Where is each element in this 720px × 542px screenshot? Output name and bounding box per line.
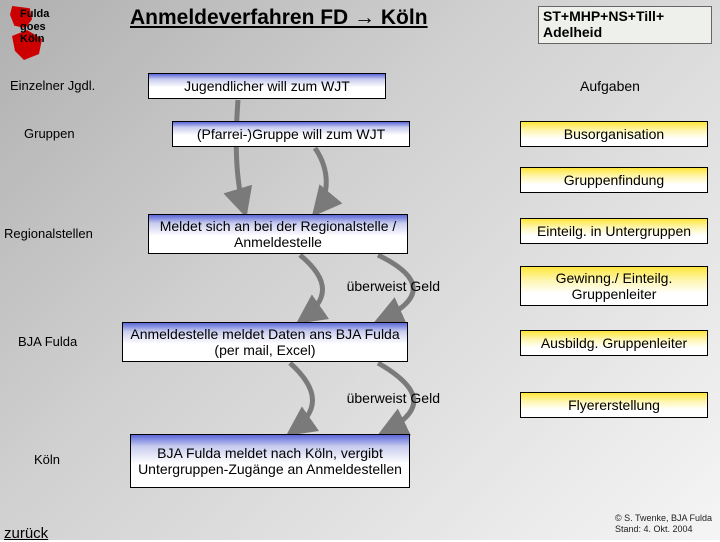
- box-jugendlicher: Jugendlicher will zum WJT: [148, 73, 386, 99]
- tag-line1: ST+MHP+NS+Till+: [543, 8, 707, 24]
- gbox-ausbildg: Ausbildg. Gruppenleiter: [520, 330, 708, 356]
- label-koeln: Köln: [34, 452, 60, 467]
- label-ueberweist-1: überweist Geld: [330, 278, 440, 294]
- logo: Fulda goes Köln: [8, 4, 88, 69]
- logo-line1: Fulda: [20, 8, 49, 21]
- logo-line3: Köln: [20, 33, 49, 46]
- footer-credit: © S. Twenke, BJA Fulda Stand: 4. Okt. 20…: [615, 513, 712, 534]
- box-bja-koeln: BJA Fulda meldet nach Köln, vergibt Unte…: [130, 434, 410, 488]
- title-tag: ST+MHP+NS+Till+ Adelheid: [538, 6, 712, 44]
- label-aufgaben: Aufgaben: [580, 78, 640, 94]
- gbox-gewinng: Gewinng./ Einteilg. Gruppenleiter: [520, 266, 708, 306]
- back-link[interactable]: zurück: [4, 525, 48, 542]
- page-title: Anmeldeverfahren FD → Köln: [130, 6, 428, 30]
- gbox-gruppenfindung: Gruppenfindung: [520, 167, 708, 193]
- gbox-busorg: Busorganisation: [520, 121, 708, 147]
- gbox-einteilg: Einteilg. in Untergruppen: [520, 218, 708, 244]
- box-anmeldestelle: Anmeldestelle meldet Daten ans BJA Fulda…: [122, 322, 408, 362]
- label-gruppen: Gruppen: [24, 126, 75, 141]
- footer-line1: © S. Twenke, BJA Fulda: [615, 513, 712, 523]
- label-bja: BJA Fulda: [18, 334, 77, 349]
- box-meldet: Meldet sich an bei der Regionalstelle / …: [148, 214, 408, 254]
- label-einzelner: Einzelner Jgdl.: [10, 78, 95, 93]
- label-regional: Regionalstellen: [4, 226, 93, 241]
- footer-line2: Stand: 4. Okt. 2004: [615, 524, 712, 534]
- gbox-flyer: Flyererstellung: [520, 392, 708, 418]
- box-pfarrei: (Pfarrei-)Gruppe will zum WJT: [172, 121, 410, 147]
- tag-line2: Adelheid: [543, 24, 707, 40]
- logo-line2: goes: [20, 21, 49, 34]
- label-ueberweist-2: überweist Geld: [330, 390, 440, 406]
